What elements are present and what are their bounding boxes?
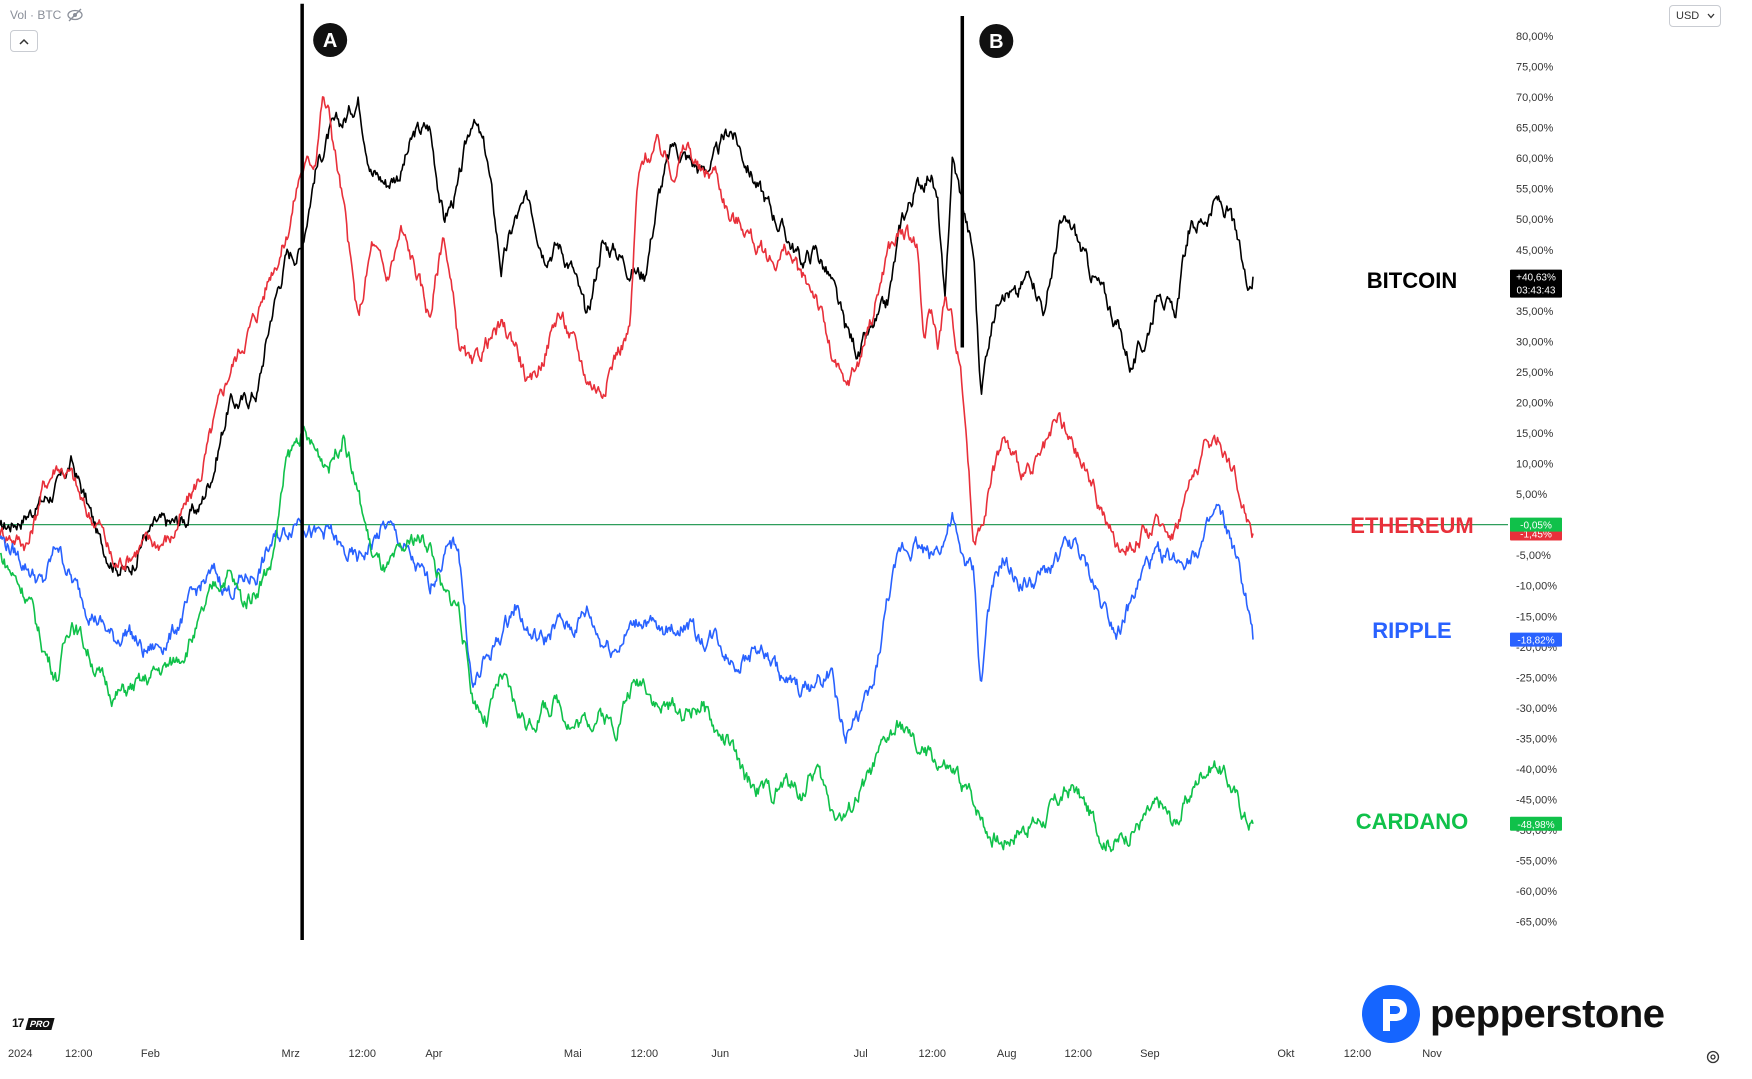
y-tick-label: 25,00% [1516, 367, 1554, 379]
y-tick-label: -10,00% [1516, 581, 1557, 593]
eye-slash-icon[interactable] [67, 8, 84, 22]
x-tick-label: 12:00 [1344, 1048, 1372, 1060]
y-tick-label: 10,00% [1516, 459, 1554, 471]
indicator-legend: Vol · BTC [10, 8, 84, 22]
series-line-ethereum [0, 96, 1254, 571]
pepperstone-logo-icon [1362, 985, 1420, 1043]
price-badge-value: -1,45% [1520, 529, 1552, 540]
x-tick-label: 12:00 [918, 1048, 946, 1060]
currency-selector[interactable]: USD [1669, 5, 1721, 27]
y-tick-label: -35,00% [1516, 733, 1557, 745]
series-label-cardano: CARDANO [1356, 809, 1468, 834]
y-tick-label: 20,00% [1516, 397, 1554, 409]
y-tick-label: 65,00% [1516, 123, 1554, 135]
y-tick-label: -15,00% [1516, 611, 1557, 623]
annotation-label-a: A [323, 30, 337, 52]
y-tick-label: 35,00% [1516, 306, 1554, 318]
y-tick-label: 30,00% [1516, 336, 1554, 348]
series-line-bitcoin [0, 96, 1254, 577]
chevron-up-icon [19, 38, 29, 45]
price-badge-value: -18,82% [1517, 636, 1554, 647]
series-line-ripple [0, 503, 1254, 744]
zero-badge [1510, 517, 1562, 532]
x-tick-label: 12:00 [631, 1048, 659, 1060]
y-tick-label: 50,00% [1516, 214, 1554, 226]
tradingview-logo: 17 PRO [12, 1016, 55, 1030]
pro-badge: PRO [25, 1018, 55, 1030]
series-label-bitcoin: BITCOIN [1367, 268, 1457, 293]
zero-badge-value: -0,05% [1520, 521, 1552, 532]
x-tick-label: 2024 [8, 1048, 32, 1060]
price-badge-bitcoin [1510, 269, 1562, 298]
x-tick-label: Apr [425, 1048, 442, 1060]
annotation-badge-a [313, 23, 348, 57]
annotation-badge-b [979, 24, 1014, 58]
price-badge-cardano [1510, 816, 1562, 831]
series-line-cardano [0, 425, 1254, 853]
y-tick-label: 75,00% [1516, 62, 1554, 74]
y-tick-label: 45,00% [1516, 245, 1554, 257]
tv-mark: 17 [12, 1016, 24, 1030]
x-tick-label: Aug [997, 1048, 1017, 1060]
price-badge-countdown: 03:43:43 [1517, 286, 1556, 297]
x-tick-label: Mrz [282, 1048, 300, 1060]
price-badge-ripple [1510, 632, 1562, 647]
x-tick-label: Jun [711, 1048, 729, 1060]
x-tick-label: Nov [1422, 1048, 1442, 1060]
x-tick-label: 12:00 [349, 1048, 377, 1060]
price-badge-value: -48,98% [1517, 820, 1554, 831]
series-label-ethereum: ETHEREUM [1350, 513, 1473, 538]
y-tick-label: -55,00% [1516, 856, 1557, 868]
y-tick-label: -25,00% [1516, 672, 1557, 684]
gear-icon[interactable] [1706, 1050, 1720, 1067]
currency-label: USD [1676, 10, 1700, 22]
x-tick-label: Sep [1140, 1048, 1160, 1060]
y-tick-label: 70,00% [1516, 92, 1554, 104]
x-tick-label: Jul [854, 1048, 868, 1060]
y-tick-label: -65,00% [1516, 917, 1557, 929]
chevron-down-icon [1707, 13, 1715, 19]
y-tick-label: -60,00% [1516, 886, 1557, 898]
pepperstone-watermark: pepperstone [1362, 985, 1665, 1043]
y-tick-label: -45,00% [1516, 795, 1557, 807]
y-tick-label: 80,00% [1516, 31, 1554, 43]
y-tick-label: -40,00% [1516, 764, 1557, 776]
y-tick-label: 5,00% [1516, 489, 1547, 501]
pepperstone-wordmark: pepperstone [1430, 991, 1665, 1036]
x-tick-label: 12:00 [1065, 1048, 1093, 1060]
y-tick-label: 55,00% [1516, 184, 1554, 196]
price-badge-value: +40,63% [1516, 273, 1556, 284]
y-tick-label: 60,00% [1516, 153, 1554, 165]
indicator-label: Vol · BTC [10, 8, 62, 22]
x-tick-label: Mai [564, 1048, 582, 1060]
y-tick-label: -5,00% [1516, 550, 1551, 562]
annotation-label-b: B [989, 31, 1003, 53]
x-tick-label: 12:00 [65, 1048, 93, 1060]
collapse-legend-button[interactable] [10, 30, 38, 52]
y-tick-label: 15,00% [1516, 428, 1554, 440]
x-tick-label: Feb [141, 1048, 160, 1060]
x-tick-label: Okt [1277, 1048, 1294, 1060]
y-tick-label: -30,00% [1516, 703, 1557, 715]
series-label-ripple: RIPPLE [1372, 618, 1451, 643]
